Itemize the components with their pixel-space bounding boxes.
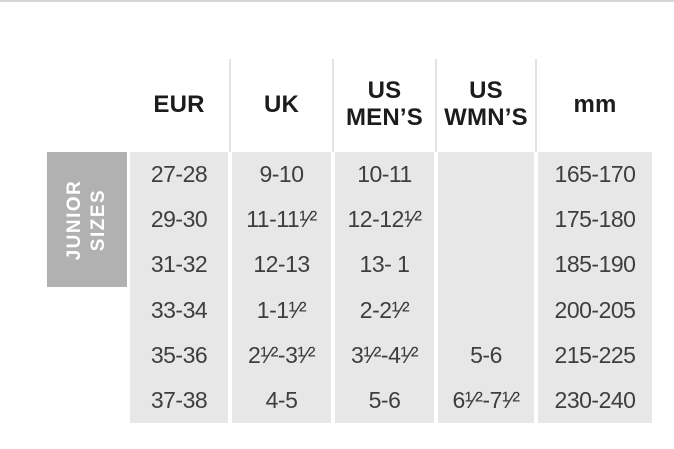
table-cell: 3¹⁄²-4¹⁄² [350, 341, 419, 368]
table-cell: 13- 1 [359, 251, 410, 278]
table-cell [438, 197, 534, 242]
column-header-mm: mm [573, 90, 617, 118]
column-header-us-mens: US MEN’S [345, 77, 423, 131]
table-cell: 1-1¹⁄² [256, 296, 307, 323]
column-us-wmns: 5-6 6¹⁄²-7¹⁄² [438, 152, 534, 423]
table-cell: 12-13 [253, 251, 310, 278]
column-uk: 9-10 11-11¹⁄² 12-13 1-1¹⁄² 2¹⁄²-3¹⁄² 4-5 [232, 152, 331, 423]
table-cell: 4-5 [265, 386, 298, 413]
column-header-uk: UK [263, 90, 300, 118]
header-divider [229, 59, 231, 152]
table-cell: 10-11 [357, 161, 412, 188]
table-cell: 175-180 [554, 206, 636, 233]
header-divider [535, 59, 537, 152]
table-cell: 185-190 [554, 251, 636, 278]
table-cell: 31-32 [150, 251, 208, 278]
table-cell: 215-225 [554, 341, 636, 368]
column-mm: 165-170 175-180 185-190 200-205 215-225 … [538, 152, 652, 423]
table-cell [438, 242, 534, 287]
row-group-label: JUNIOR SIZES [64, 179, 109, 260]
table-cell: 6¹⁄²-7¹⁄² [452, 386, 520, 413]
table-cell: 35-36 [150, 341, 208, 368]
table-cell: 11-11¹⁄² [246, 206, 317, 233]
table-cell: 165-170 [554, 161, 636, 188]
column-eur: 27-28 29-30 31-32 33-34 35-36 37-38 [130, 152, 228, 423]
table-cell: 37-38 [150, 386, 208, 413]
table-cell: 5-6 [368, 386, 401, 413]
column-us-mens: 10-11 12-12¹⁄² 13- 1 2-2¹⁄² 3¹⁄²-4¹⁄² 5-… [335, 152, 434, 423]
header-divider [435, 59, 437, 152]
table-cell [438, 152, 534, 197]
table-cell: 29-30 [150, 206, 208, 233]
table-cell: 9-10 [259, 161, 304, 188]
table-cell: 5-6 [470, 341, 502, 368]
top-divider [0, 0, 674, 2]
table-cell: 200-205 [554, 296, 636, 323]
table-cell: 33-34 [150, 296, 208, 323]
table-cell: 27-28 [150, 161, 208, 188]
table-cell: 12-12¹⁄² [347, 206, 422, 233]
table-cell: 230-240 [554, 386, 636, 413]
header-divider [332, 59, 334, 152]
table-cell: 2¹⁄²-3¹⁄² [247, 341, 316, 368]
column-header-us-wmns: US WMN’S [444, 77, 528, 131]
table-cell: 2-2¹⁄² [359, 296, 410, 323]
table-cell [438, 288, 534, 333]
column-header-eur: EUR [153, 90, 205, 118]
row-group-junior-sizes: JUNIOR SIZES [47, 152, 127, 287]
